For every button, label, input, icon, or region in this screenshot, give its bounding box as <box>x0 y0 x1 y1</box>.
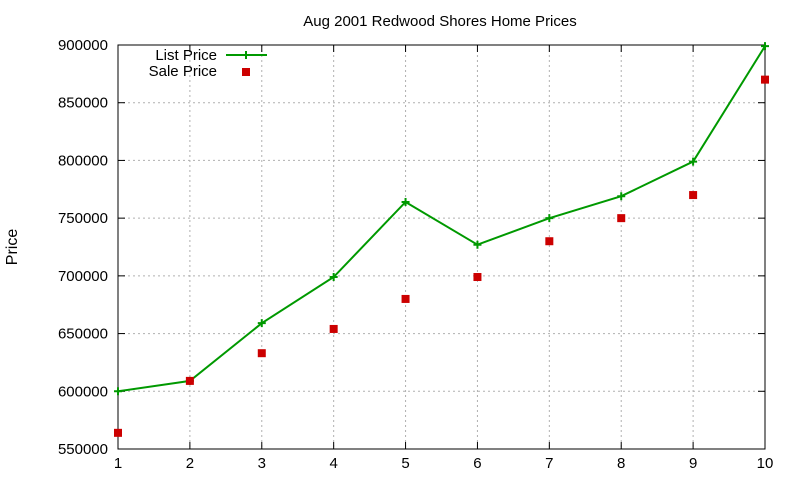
sale-price-point <box>114 428 122 437</box>
x-tick-label: 9 <box>689 455 697 472</box>
x-tick-label: 2 <box>186 455 194 472</box>
sale-price-point <box>401 294 410 303</box>
x-tick-label: 5 <box>401 455 409 472</box>
y-tick-label: 750000 <box>58 210 108 227</box>
list-price-point <box>114 387 122 396</box>
list-price-point <box>689 157 698 166</box>
legend-marker-list-price <box>242 51 250 59</box>
y-tick-labels: 550000 600000 650000 700000 750000 800000 8500… <box>58 37 108 458</box>
legend-marker-sale-price <box>242 68 250 76</box>
y-tick-label: 700000 <box>58 268 108 285</box>
sale-price-point <box>545 237 554 246</box>
x-tick-label: 7 <box>545 455 553 472</box>
list-price-point <box>473 240 482 249</box>
x-tick-label: 3 <box>258 455 266 472</box>
x-tick-label: 4 <box>329 455 337 472</box>
sale-price-point <box>329 324 338 333</box>
y-tick-label: 650000 <box>58 326 108 343</box>
list-price-point <box>617 192 626 201</box>
legend-label-sale-price: Sale Price <box>149 63 217 80</box>
y-tick-label: 900000 <box>58 37 108 54</box>
x-tick-label: 10 <box>757 455 774 472</box>
sale-price-point <box>185 376 194 385</box>
sale-price-point <box>473 273 482 282</box>
list-price-point <box>257 319 266 328</box>
y-axis-label: Price <box>4 229 21 266</box>
y-tick-label: 850000 <box>58 95 108 112</box>
x-tick-label: 8 <box>617 455 625 472</box>
chart-title: Aug 2001 Redwood Shores Home Prices <box>303 13 577 30</box>
list-price-point <box>761 42 769 51</box>
list-price-point <box>329 273 338 282</box>
series-layer <box>114 42 769 437</box>
sale-price-point <box>617 214 626 223</box>
x-tick-label: 1 <box>114 455 122 472</box>
legend-label-list-price: List Price <box>155 47 217 64</box>
x-tick-labels: 1 2 3 4 5 6 7 8 9 10 <box>114 455 774 472</box>
list-price-point <box>401 197 410 206</box>
sale-price-point <box>689 191 698 200</box>
y-tick-label: 550000 <box>58 441 108 458</box>
axis-ticks <box>118 45 765 449</box>
y-tick-label: 600000 <box>58 383 108 400</box>
x-tick-label: 6 <box>473 455 481 472</box>
y-tick-label: 800000 <box>58 152 108 169</box>
grid-lines <box>118 45 765 449</box>
sale-price-point <box>257 349 266 358</box>
list-price-point <box>545 214 554 223</box>
sale-price-point <box>761 75 769 84</box>
plot-frame <box>117 44 766 450</box>
list-price-line <box>117 45 766 393</box>
